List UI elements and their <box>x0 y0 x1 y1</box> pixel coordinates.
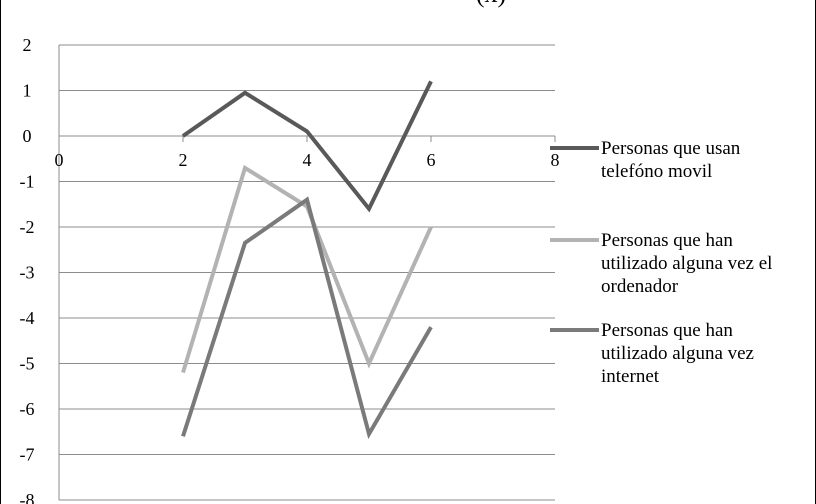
series-line-3 <box>181 196 433 440</box>
y-tick-label: 2 <box>23 35 32 55</box>
x-tick-label: 0 <box>55 150 64 170</box>
chart-title: (x) <box>476 0 506 8</box>
series-line-1 <box>181 80 433 213</box>
x-tick-label: 2 <box>179 150 188 170</box>
y-tick-label: -8 <box>20 490 35 504</box>
y-tick-label: -4 <box>20 308 35 328</box>
legend: Personas que usan telefóno movil Personas … <box>550 138 772 387</box>
x-tick-label: 6 <box>427 150 436 170</box>
series-lines <box>181 80 433 440</box>
gridlines <box>59 44 555 501</box>
y-tick-label: -6 <box>20 399 35 419</box>
legend-label-3: Personas que han utilizado alguna vez inte… <box>601 320 754 387</box>
y-tick-label: -3 <box>20 263 35 283</box>
y-tick-label: -2 <box>20 217 35 237</box>
x-tick-label: 4 <box>303 150 312 170</box>
axes: 2 1 0 -1 -2 -3 -4 -5 -6 -7 -8 0 2 4 6 8 <box>20 35 560 504</box>
y-tick-label: -7 <box>20 445 35 465</box>
y-tick-label: -1 <box>20 172 35 192</box>
y-tick-label: -5 <box>20 354 35 374</box>
x-tick-label: 8 <box>551 150 560 170</box>
legend-label-1: Personas que usan telefóno movil <box>601 138 741 182</box>
legend-label-2: Personas que han utilizado alguna vez el o… <box>601 230 772 297</box>
y-tick-label: 1 <box>23 81 32 101</box>
y-tick-label: 0 <box>23 126 32 146</box>
